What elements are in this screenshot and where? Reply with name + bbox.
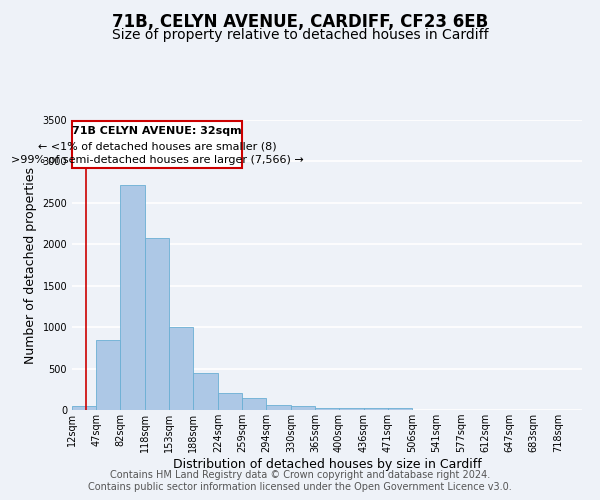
- Bar: [169, 327, 193, 410]
- Bar: [388, 408, 412, 410]
- Bar: [145, 238, 169, 410]
- Text: 71B CELYN AVENUE: 32sqm: 71B CELYN AVENUE: 32sqm: [72, 126, 242, 136]
- Bar: [291, 406, 315, 410]
- X-axis label: Distribution of detached houses by size in Cardiff: Distribution of detached houses by size …: [173, 458, 481, 471]
- Bar: [96, 340, 120, 410]
- Y-axis label: Number of detached properties: Number of detached properties: [24, 166, 37, 364]
- Bar: [120, 184, 145, 410]
- Bar: [193, 372, 218, 410]
- Text: ← <1% of detached houses are smaller (8): ← <1% of detached houses are smaller (8): [38, 142, 277, 152]
- Bar: [242, 398, 266, 410]
- Text: Contains public sector information licensed under the Open Government Licence v3: Contains public sector information licen…: [88, 482, 512, 492]
- Bar: [218, 394, 242, 410]
- FancyBboxPatch shape: [72, 121, 242, 168]
- Bar: [315, 408, 339, 410]
- Text: Size of property relative to detached houses in Cardiff: Size of property relative to detached ho…: [112, 28, 488, 42]
- Text: 71B, CELYN AVENUE, CARDIFF, CF23 6EB: 71B, CELYN AVENUE, CARDIFF, CF23 6EB: [112, 12, 488, 30]
- Bar: [72, 406, 96, 410]
- Bar: [266, 405, 291, 410]
- Text: Contains HM Land Registry data © Crown copyright and database right 2024.: Contains HM Land Registry data © Crown c…: [110, 470, 490, 480]
- Text: >99% of semi-detached houses are larger (7,566) →: >99% of semi-detached houses are larger …: [11, 156, 304, 166]
- Bar: [339, 408, 364, 410]
- Bar: [364, 408, 388, 410]
